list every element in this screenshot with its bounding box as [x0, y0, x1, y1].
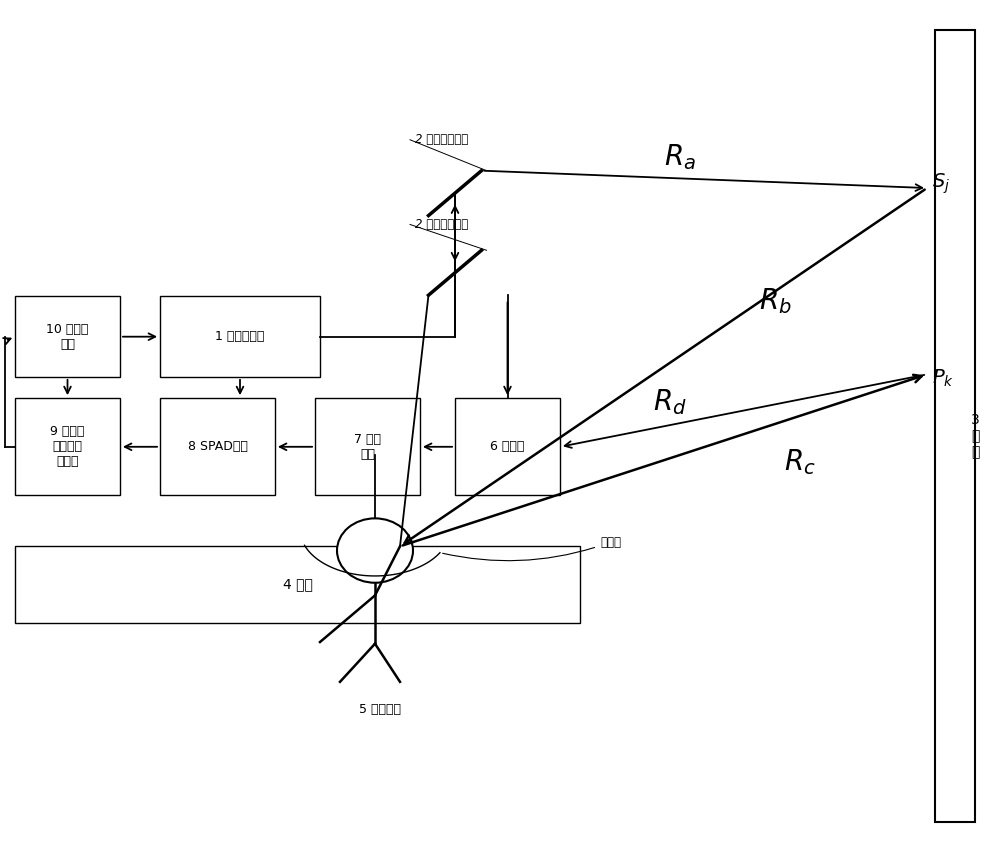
- FancyBboxPatch shape: [15, 398, 120, 495]
- FancyBboxPatch shape: [455, 398, 560, 495]
- Text: 7 微透
镜组: 7 微透 镜组: [354, 433, 381, 461]
- Text: 2 扫描振镜系统: 2 扫描振镜系统: [415, 218, 468, 231]
- Text: $S_j$: $S_j$: [932, 172, 950, 196]
- FancyBboxPatch shape: [15, 546, 580, 623]
- Text: $R_c$: $R_c$: [784, 446, 816, 477]
- Circle shape: [337, 518, 413, 583]
- Text: 椭球面: 椭球面: [443, 535, 621, 561]
- Text: 2 扫描振镜系统: 2 扫描振镜系统: [415, 133, 468, 147]
- Text: $R_d$: $R_d$: [653, 387, 687, 418]
- Text: 9 时间相
关光子计
数模块: 9 时间相 关光子计 数模块: [50, 425, 85, 468]
- Text: $R_b$: $R_b$: [759, 285, 791, 316]
- Text: 10 数字处
理器: 10 数字处 理器: [46, 323, 89, 351]
- Text: 1 激光发射器: 1 激光发射器: [215, 330, 265, 343]
- Text: $P_k$: $P_k$: [932, 368, 954, 390]
- FancyBboxPatch shape: [160, 398, 275, 495]
- Text: 5 人体模型: 5 人体模型: [359, 703, 401, 716]
- Text: 4 墙壁: 4 墙壁: [283, 578, 312, 591]
- Text: 6 选通门: 6 选通门: [490, 440, 525, 453]
- Text: 8 SPAD阵列: 8 SPAD阵列: [188, 440, 247, 453]
- FancyBboxPatch shape: [15, 296, 120, 377]
- FancyBboxPatch shape: [160, 296, 320, 377]
- Text: $R_a$: $R_a$: [664, 141, 696, 172]
- FancyBboxPatch shape: [315, 398, 420, 495]
- Text: 3
墙
壁: 3 墙 壁: [971, 413, 979, 459]
- FancyBboxPatch shape: [935, 30, 975, 822]
